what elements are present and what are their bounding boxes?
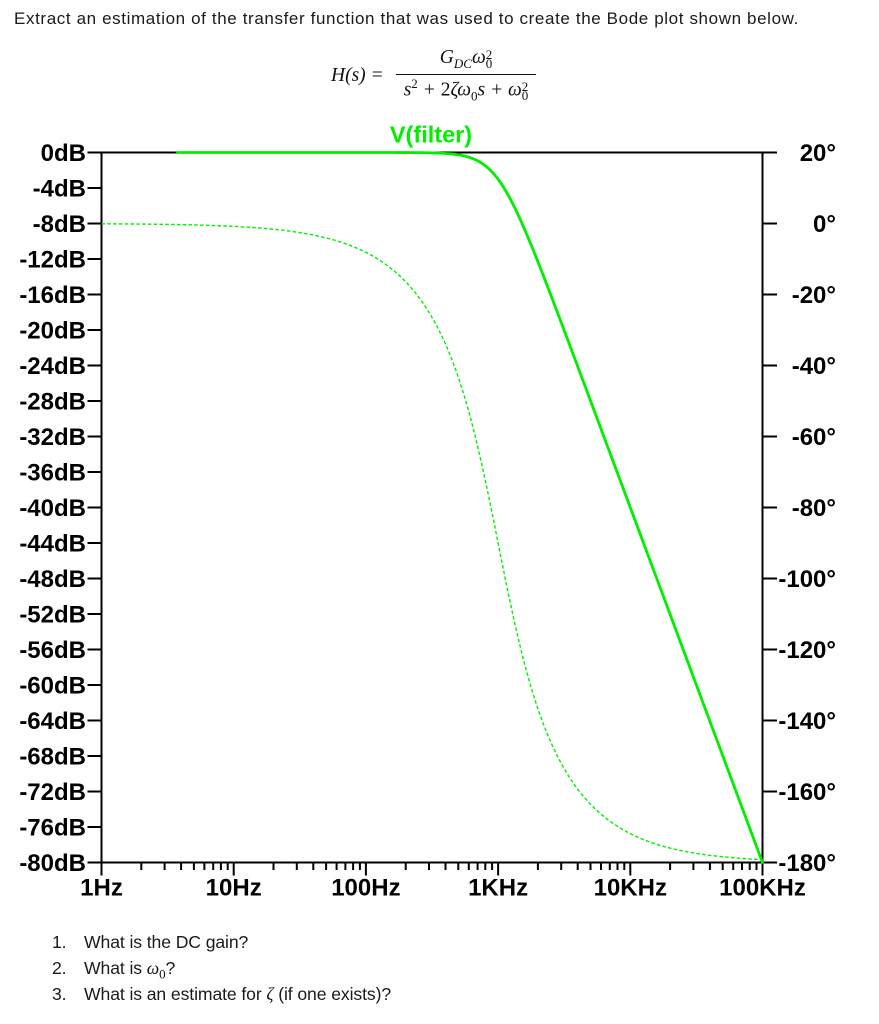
svg-text:100KHz: 100KHz	[719, 875, 806, 902]
svg-text:-8dB: -8dB	[33, 211, 86, 238]
svg-text:-76dB: -76dB	[19, 815, 86, 842]
svg-text:-120°: -120°	[778, 637, 836, 664]
svg-text:-24dB: -24dB	[19, 353, 86, 380]
svg-text:100Hz: 100Hz	[331, 875, 400, 902]
svg-text:-68dB: -68dB	[19, 744, 86, 771]
svg-text:-36dB: -36dB	[19, 460, 86, 487]
svg-text:-12dB: -12dB	[19, 247, 86, 274]
svg-text:-4dB: -4dB	[33, 176, 86, 203]
svg-text:10KHz: 10KHz	[594, 875, 667, 902]
svg-text:-48dB: -48dB	[19, 566, 86, 593]
svg-text:1KHz: 1KHz	[468, 875, 528, 902]
svg-text:-20dB: -20dB	[19, 318, 86, 345]
svg-text:-180°: -180°	[778, 850, 836, 877]
svg-text:V(filter): V(filter)	[390, 122, 472, 148]
svg-text:-20°: -20°	[792, 282, 836, 309]
svg-text:-56dB: -56dB	[19, 637, 86, 664]
svg-text:-80°: -80°	[792, 495, 836, 522]
svg-text:-52dB: -52dB	[19, 602, 86, 629]
svg-text:0dB: 0dB	[41, 140, 86, 167]
svg-text:-160°: -160°	[778, 779, 836, 806]
svg-text:0°: 0°	[813, 211, 836, 238]
svg-text:-72dB: -72dB	[19, 779, 86, 806]
svg-text:-60°: -60°	[792, 424, 836, 451]
svg-text:-44dB: -44dB	[19, 531, 86, 558]
svg-text:-64dB: -64dB	[19, 708, 86, 735]
svg-text:-28dB: -28dB	[19, 389, 86, 416]
svg-text:-80dB: -80dB	[19, 850, 86, 877]
svg-text:10Hz: 10Hz	[206, 875, 262, 902]
svg-text:1Hz: 1Hz	[80, 875, 123, 902]
svg-text:-32dB: -32dB	[19, 424, 86, 451]
svg-text:-40°: -40°	[792, 353, 836, 380]
svg-text:-100°: -100°	[778, 566, 836, 593]
svg-text:-40dB: -40dB	[19, 495, 86, 522]
svg-text:-16dB: -16dB	[19, 282, 86, 309]
svg-text:-140°: -140°	[778, 708, 836, 735]
svg-text:-60dB: -60dB	[19, 673, 86, 700]
svg-text:20°: 20°	[800, 140, 836, 167]
